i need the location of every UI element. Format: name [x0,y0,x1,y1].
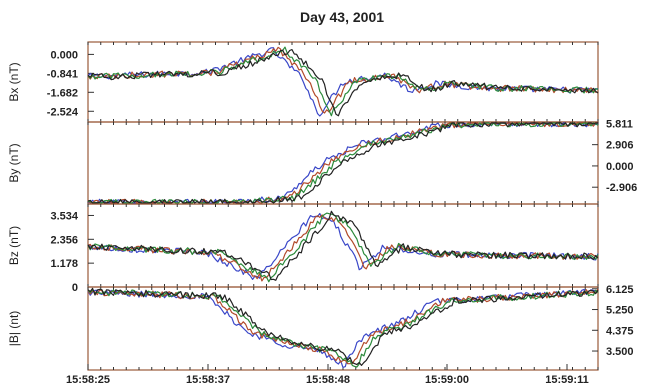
ytick-label-by-2: 0.000 [606,161,634,173]
series-by-1 [87,122,598,204]
series-bz-1 [87,214,599,282]
panel-frame-by [87,121,599,205]
series-bt-0 [87,288,599,369]
ytick-label-bt-0: 6.125 [606,284,634,296]
ytick-label-bx-0: 0.000 [50,49,78,61]
ytick-label-bx-2: -1.682 [47,87,78,99]
series-bx-1 [87,46,599,114]
ylabel-by: By (nT) [7,143,21,182]
series-bt-3 [87,287,599,366]
ylabel-bt: |B| (nt) [7,311,21,347]
series-bt-2 [87,288,599,368]
panel-frame-bx [87,41,599,123]
series-bz-3 [87,210,599,281]
xtick-label-4: 15:59:11 [545,374,588,386]
panel-by: 5.811 2.906 0.000 -2.906 By (nT) [7,118,637,205]
ytick-label-bx-3: -2.524 [47,106,79,118]
ylabel-bx: Bx (nT) [7,62,21,101]
ytick-label-bz-3: 0 [72,282,78,294]
xtick-label-3: 15:59:00 [425,374,469,386]
chart-title: Day 43, 2001 [300,9,384,25]
panel-bx: 0.000 -0.841 -1.682 -2.524 Bx (nT) [7,41,599,123]
ytick-label-bt-1: 5.250 [606,305,634,317]
xtick-label-2: 15:58:48 [306,374,350,386]
panel-bz: 3.534 2.356 1.178 0 Bz (nT) [7,203,599,294]
series-by-0 [87,122,599,204]
series-by-2 [87,122,599,204]
ytick-label-bt-3: 3.500 [606,346,634,358]
ylabel-bz: Bz (nT) [7,226,21,265]
xtick-label-1: 15:58:37 [186,374,230,386]
panel-bt: 6.125 5.250 4.375 3.500 |B| (nt) [7,284,634,371]
ytick-label-bt-2: 4.375 [606,325,634,337]
ytick-label-bz-0: 3.534 [50,210,78,222]
ytick-label-by-0: 5.811 [606,118,633,130]
series-by-3 [87,122,598,204]
ytick-label-bz-2: 1.178 [50,258,78,270]
ytick-label-bz-1: 2.356 [50,234,78,246]
ytick-label-by-3: -2.906 [606,182,637,194]
series-bx-3 [87,48,599,117]
xtick-label-0: 15:58:25 [66,374,110,386]
ytick-label-by-1: 2.906 [606,140,634,152]
ytick-label-bx-1: -0.841 [47,68,78,80]
